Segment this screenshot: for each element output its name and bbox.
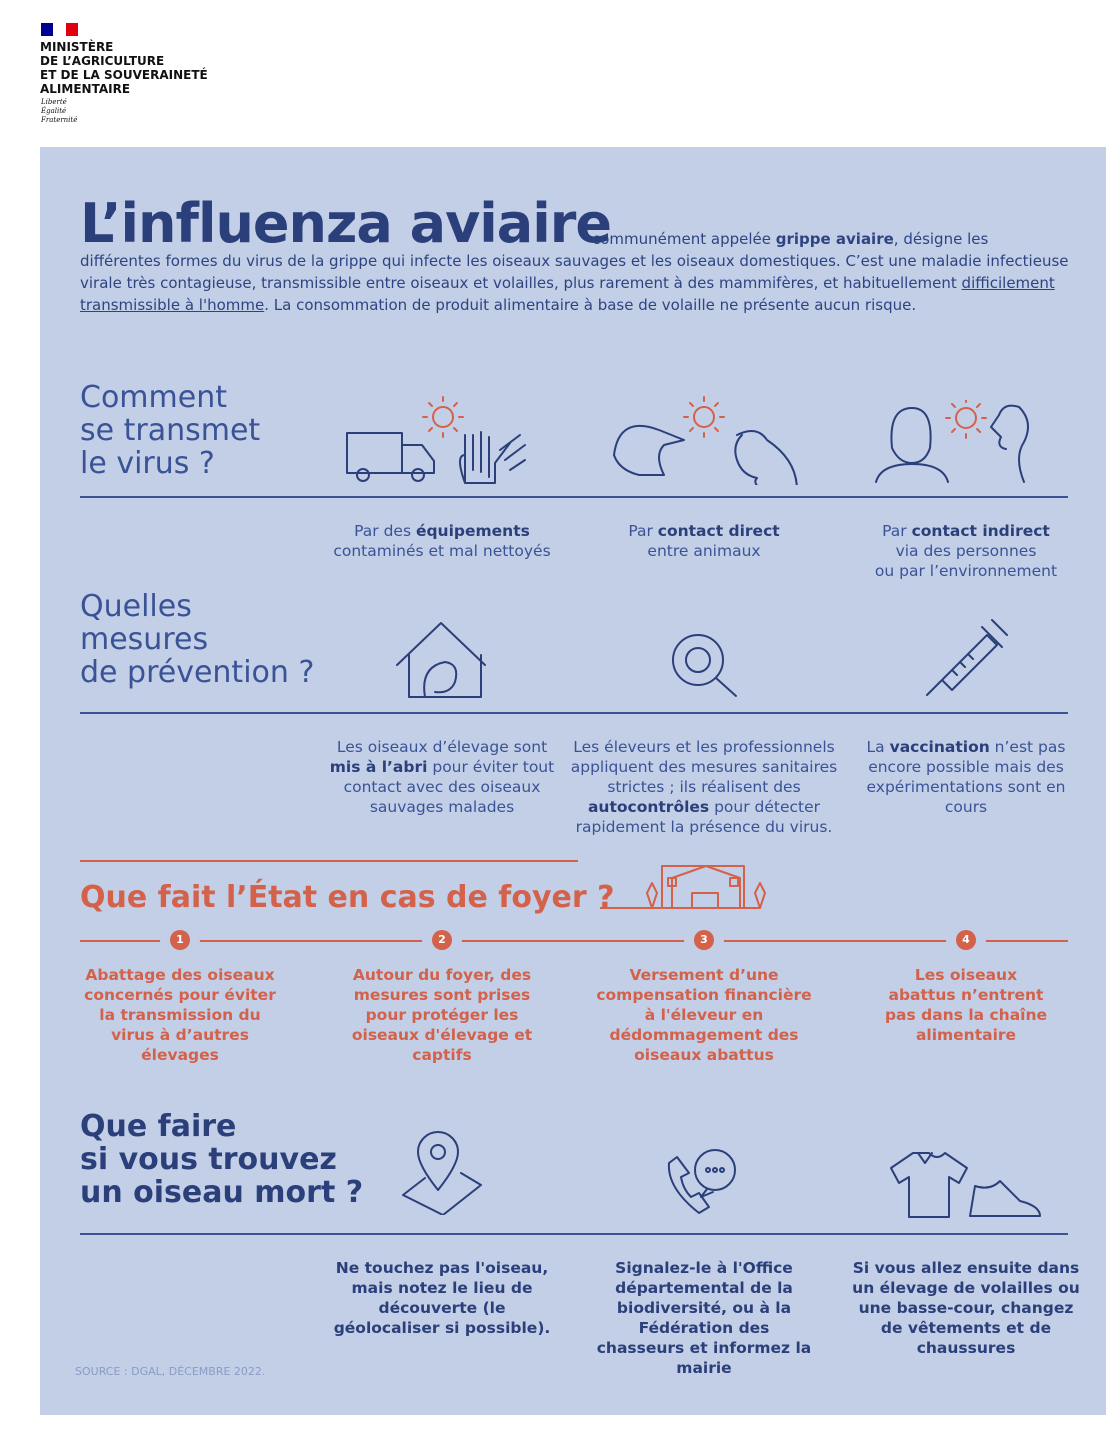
transmission-caption-1: Par des équipements contaminés et mal net… bbox=[333, 522, 551, 560]
intro-link[interactable]: difficilement transmissible à l'homme bbox=[80, 274, 1055, 314]
transmission-heading: Comment se transmet le virus ? bbox=[80, 380, 261, 481]
divider bbox=[80, 496, 1068, 498]
duck-chicken-virus-icon bbox=[613, 396, 798, 485]
step-text: Versement d’une compensation financière … bbox=[596, 966, 812, 1064]
source-note: SOURCE : DGAL, DÉCEMBRE 2022. bbox=[75, 1365, 266, 1378]
map-pin-icon bbox=[402, 1131, 482, 1215]
step-number: 2 bbox=[432, 930, 452, 950]
intro-text: communément appelée grippe aviaire, dési… bbox=[80, 230, 1069, 314]
prevention-caption-3: La vaccination n’est pas encore possible… bbox=[866, 738, 1066, 816]
step-text: Les oiseaux abattus n’entrent pas dans l… bbox=[884, 966, 1048, 1044]
divider bbox=[80, 1233, 1068, 1235]
step-text: Abattage des oiseaux concernés pour évit… bbox=[84, 966, 276, 1064]
divider bbox=[80, 860, 578, 862]
page-title: L’influenza aviaire bbox=[80, 192, 612, 255]
prefecture-building-icon bbox=[600, 865, 766, 909]
syringe-icon bbox=[926, 619, 1008, 696]
dead-bird-heading: Que faire si vous trouvez un oiseau mort… bbox=[80, 1109, 364, 1210]
ministry-motto: Liberté Égalité Fraternité bbox=[41, 98, 78, 124]
step-number: 3 bbox=[694, 930, 714, 950]
transmission-caption-3: Par contact indirect via des personnes ou… bbox=[874, 522, 1058, 580]
phone-call-icon bbox=[667, 1149, 736, 1214]
transmission-caption-2: Par contact direct entre animaux bbox=[628, 522, 780, 560]
dead-bird-caption-3: Si vous allez ensuite dans un élevage de… bbox=[852, 1259, 1080, 1357]
step-number: 4 bbox=[956, 930, 976, 950]
ministry-name: MINISTÈRE DE L’AGRICULTURE ET DE LA SOUV… bbox=[40, 40, 208, 96]
dead-bird-caption-2: Signalez-le à l'Office départemental de … bbox=[596, 1259, 812, 1377]
prevention-caption-2: Les éleveurs et les professionnels appli… bbox=[570, 738, 838, 836]
prevention-heading: Quelles mesures de prévention ? bbox=[80, 589, 315, 690]
virus-magnifier-icon bbox=[672, 634, 737, 697]
timeline-line bbox=[80, 940, 1068, 942]
infographic-panel bbox=[40, 147, 1106, 1415]
person-virus-icon bbox=[875, 400, 1029, 483]
divider bbox=[80, 712, 1068, 714]
dead-bird-caption-1: Ne touchez pas l'oiseau, mais notez le l… bbox=[333, 1259, 551, 1337]
step-text: Autour du foyer, des mesures sont prises… bbox=[351, 966, 533, 1064]
chicken-house-icon bbox=[396, 622, 486, 698]
prevention-caption-1: Les oiseaux d’élevage sont mis à l’abri … bbox=[329, 738, 555, 816]
clothes-shoes-icon bbox=[890, 1152, 1041, 1218]
state-heading: Que fait l’État en cas de foyer ? bbox=[80, 880, 615, 915]
republique-flag-logo bbox=[41, 23, 78, 36]
step-number: 1 bbox=[170, 930, 190, 950]
truck-gloves-virus-icon bbox=[346, 396, 526, 484]
